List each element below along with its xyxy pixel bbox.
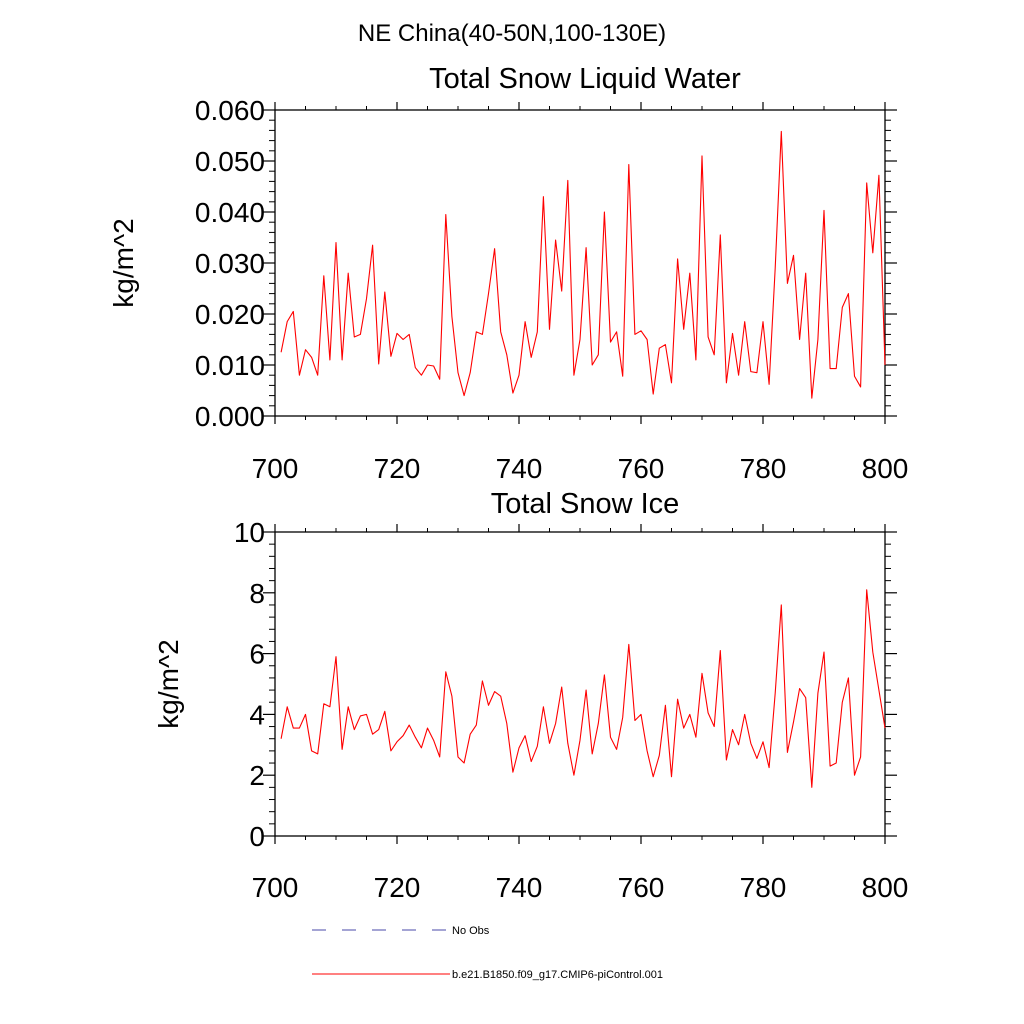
- y-tick-label: 10: [234, 517, 265, 548]
- x-tick-label: 800: [862, 872, 909, 903]
- figure-title: NE China(40-50N,100-130E): [358, 20, 666, 47]
- legend: No Obs b.e21.B1850.f09_g17.CMIP6-piContro…: [312, 925, 663, 981]
- x-tick-label: 740: [496, 872, 543, 903]
- chart-title: Total Snow Ice: [491, 488, 680, 520]
- x-tick-label: 780: [740, 872, 787, 903]
- y-tick-label: 0.060: [195, 95, 265, 126]
- x-tick-label: 720: [374, 872, 421, 903]
- x-tick-label: 700: [252, 453, 299, 484]
- y-tick-label: 0.050: [195, 146, 265, 177]
- y-tick-label: 0.030: [195, 248, 265, 279]
- series-line-model: [280, 130, 886, 399]
- legend-label-1: No Obs: [452, 925, 490, 937]
- legend-label-2: b.e21.B1850.f09_g17.CMIP6-piControl.001: [452, 969, 663, 981]
- y-axis-label: kg/m^2: [153, 639, 184, 728]
- plot-frame: [274, 531, 886, 837]
- y-tick-label: 8: [249, 578, 265, 609]
- chart-panel-2: Total Snow Ice kg/m^2 700 720 740 760 780 800 0 2…: [153, 488, 908, 903]
- charts-group: Total Snow Liquid Water kg/m^2 700 720 740 76…: [108, 63, 908, 903]
- x-tick-label: 740: [496, 453, 543, 484]
- plot-frame: [274, 109, 886, 417]
- y-tick-label: 0.020: [195, 299, 265, 330]
- chart-panel-1: Total Snow Liquid Water kg/m^2 700 720 740 76…: [108, 63, 908, 484]
- y-tick-label: 4: [249, 699, 265, 730]
- x-tick-label: 780: [740, 453, 787, 484]
- y-axis-label: kg/m^2: [108, 218, 139, 307]
- x-tick-label: 720: [374, 453, 421, 484]
- y-tick-label: 0.040: [195, 197, 265, 228]
- y-tick-label: 6: [249, 639, 265, 670]
- x-tick-label: 760: [618, 872, 665, 903]
- chart-title: Total Snow Liquid Water: [429, 63, 741, 95]
- y-tick-label: 0.010: [195, 350, 265, 381]
- y-tick-label: 2: [249, 760, 265, 791]
- x-tick-label: 700: [252, 872, 299, 903]
- y-tick-label: 0.000: [195, 401, 265, 432]
- x-tick-label: 760: [618, 453, 665, 484]
- series-line-model: [280, 589, 886, 788]
- y-tick-label: 0: [249, 821, 265, 852]
- x-tick-label: 800: [862, 453, 909, 484]
